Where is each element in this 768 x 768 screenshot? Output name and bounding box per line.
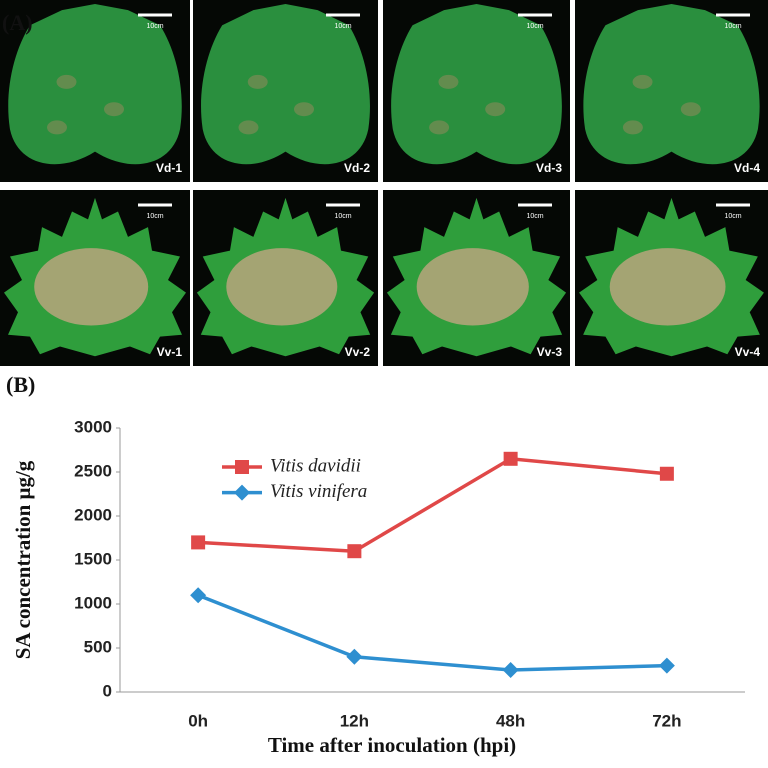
lesion xyxy=(238,120,259,135)
marker xyxy=(502,662,519,678)
scale-label: 10cm xyxy=(724,23,741,30)
lesion xyxy=(485,102,506,117)
x-tick-label: 48h xyxy=(496,711,525,730)
y-tick-label: 0 xyxy=(103,681,112,700)
legend-label: Vitis davidii xyxy=(270,455,361,476)
marker xyxy=(347,544,362,559)
photo-label: Vd-3 xyxy=(536,161,562,175)
lesion xyxy=(416,248,529,326)
photo: 10cm Vv-1 xyxy=(0,190,190,366)
marker xyxy=(191,535,206,550)
lesion xyxy=(609,248,726,326)
scale-label: 10cm xyxy=(334,213,351,220)
photo-label: Vv-1 xyxy=(157,345,183,359)
lesion xyxy=(104,102,124,117)
series-line xyxy=(198,457,668,553)
photo: 10cm Vv-3 xyxy=(383,190,570,366)
marker xyxy=(190,587,207,604)
marker xyxy=(659,466,674,481)
y-tick-label: 2500 xyxy=(74,461,112,480)
photo-label: Vd-4 xyxy=(734,161,760,175)
legend-marker xyxy=(235,460,249,474)
y-axis-title: SA concentration μg/g xyxy=(11,460,35,659)
lesion xyxy=(56,74,77,89)
legend-label: Vitis vinifera xyxy=(270,481,367,502)
marker xyxy=(346,648,363,665)
photo: 10cm Vd-1 xyxy=(0,0,190,182)
photo-label: Vd-2 xyxy=(344,161,370,175)
photo-grid: 10cm Vd-1 10cm Vd-2 10cm Vd-3 10cm Vd-4 10cm Vv-1… xyxy=(0,0,768,366)
y-tick-label: 2000 xyxy=(74,505,112,524)
y-tick-label: 1500 xyxy=(74,549,112,568)
x-axis-title: Time after inoculation (hpi) xyxy=(268,733,516,757)
y-tick-label: 3000 xyxy=(74,417,112,436)
lesion xyxy=(247,74,268,89)
lesion xyxy=(294,102,314,117)
legend-marker xyxy=(234,484,250,501)
photo: 10cm Vd-3 xyxy=(383,0,570,182)
lesion xyxy=(632,74,653,89)
photo-label: Vv-2 xyxy=(345,345,371,359)
x-tick-label: 72h xyxy=(652,711,681,730)
photo: 10cm Vv-2 xyxy=(193,190,378,366)
scale-label: 10cm xyxy=(334,23,351,30)
scale-label: 10cm xyxy=(724,213,741,220)
series-line xyxy=(197,593,667,672)
photo-label: Vd-1 xyxy=(156,161,182,175)
lesion xyxy=(680,102,701,117)
x-tick-label: 0h xyxy=(188,711,208,730)
panel-label: (B) xyxy=(6,372,35,397)
photo: 10cm Vd-4 xyxy=(575,0,768,182)
scale-label: 10cm xyxy=(526,213,543,220)
photo-label: Vv-4 xyxy=(735,345,761,359)
lesion xyxy=(429,120,450,135)
photo-label: Vv-3 xyxy=(537,345,563,359)
marker xyxy=(658,657,675,674)
scale-label: 10cm xyxy=(146,23,163,30)
photo: 10cm Vv-4 xyxy=(575,190,768,366)
x-tick-label: 12h xyxy=(340,711,369,730)
lesion xyxy=(226,248,338,326)
marker xyxy=(503,451,518,466)
photo: 10cm Vd-2 xyxy=(193,0,378,182)
y-tick-label: 500 xyxy=(84,637,112,656)
scale-label: 10cm xyxy=(146,213,163,220)
lesion xyxy=(438,74,459,89)
lesion xyxy=(622,120,643,135)
lesion xyxy=(47,120,67,135)
lesion xyxy=(34,248,149,326)
panel-label: (A) xyxy=(2,10,33,35)
scale-label: 10cm xyxy=(526,23,543,30)
y-tick-label: 1000 xyxy=(74,593,112,612)
